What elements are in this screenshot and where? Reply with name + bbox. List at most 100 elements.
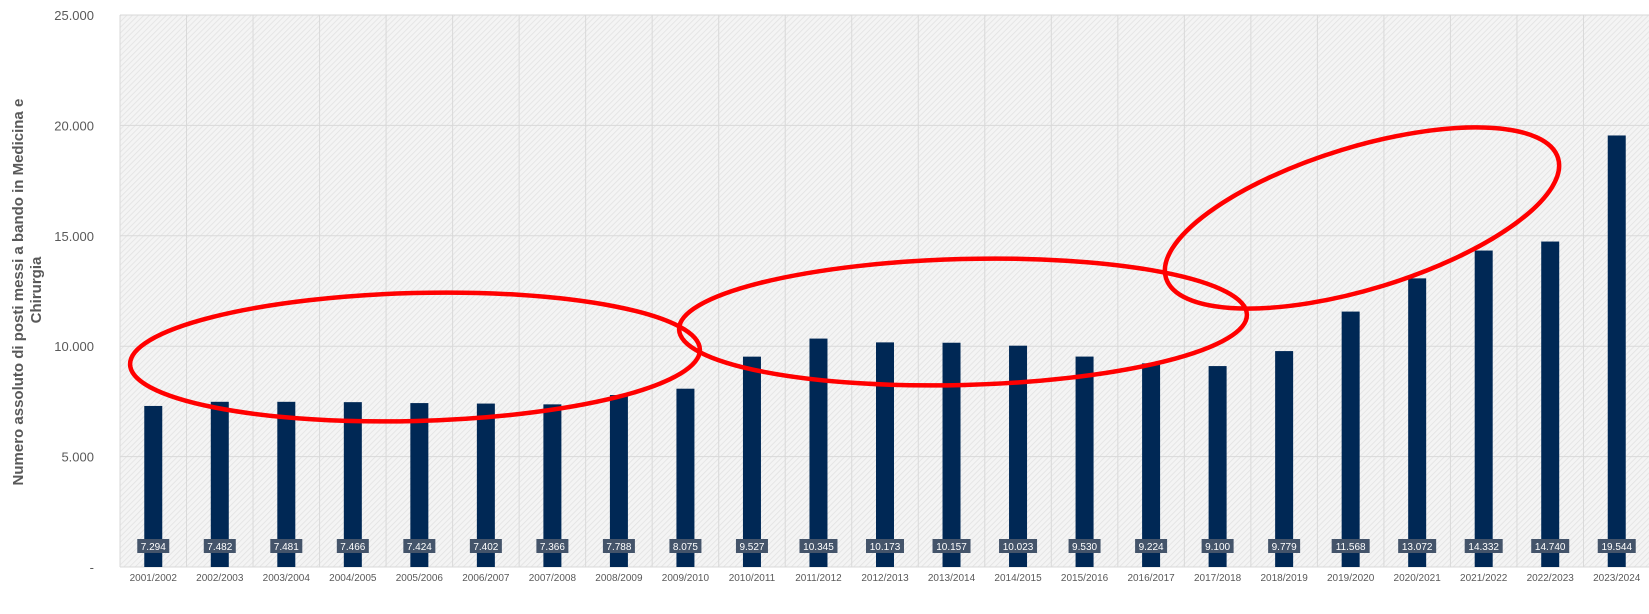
y-tick-label: - [90, 560, 94, 575]
bar [942, 342, 961, 567]
x-tick-label: 2018/2019 [1260, 573, 1308, 584]
bar [410, 403, 429, 567]
annotation-ellipse [1162, 125, 1562, 311]
x-axis: 2001/2002 2002/2003 2003/2004 2004/2005 2005… [130, 573, 1641, 584]
data-label-box [1068, 539, 1101, 553]
y-tick-label: 25.000 [54, 8, 94, 23]
data-label: 7.466 [340, 542, 365, 553]
bar [676, 388, 695, 567]
x-tick-label: 2011/2012 [795, 573, 842, 584]
bar [1341, 311, 1360, 567]
x-tick-label: 2009/2010 [662, 573, 710, 584]
data-label-box [137, 539, 170, 553]
x-tick-label: 2010/2011 [729, 573, 776, 584]
data-label-box [866, 539, 904, 553]
x-tick-label: 2006/2007 [462, 573, 510, 584]
bar [1541, 241, 1560, 567]
x-tick-label: 2008/2009 [595, 573, 643, 584]
y-axis: - 5.000 10.000 15.000 20.000 25.000 [54, 8, 94, 575]
y-tick-label: 5.000 [61, 450, 94, 465]
annotations [127, 125, 1562, 424]
data-label-box [1135, 539, 1168, 553]
x-tick-label: 2007/2008 [529, 573, 577, 584]
bar [876, 342, 894, 567]
data-label-box [536, 539, 569, 553]
x-tick-label: 2023/2024 [1593, 573, 1641, 584]
data-label-box [602, 539, 635, 553]
data-label: 11.568 [1336, 542, 1366, 553]
data-label: 9.779 [1272, 542, 1297, 553]
y-tick-label: 10.000 [54, 339, 94, 354]
bar [1607, 135, 1626, 567]
data-label: 13.072 [1402, 542, 1433, 553]
bar [609, 395, 628, 567]
x-tick-label: 2017/2018 [1194, 573, 1242, 584]
x-tick-label: 2022/2023 [1527, 573, 1575, 584]
data-label: 7.366 [540, 542, 565, 553]
data-label: 10.173 [870, 542, 901, 553]
data-label: 7.481 [274, 542, 299, 553]
x-tick-label: 2014/2015 [994, 573, 1042, 584]
data-label-box [336, 539, 369, 553]
x-tick-label: 2021/2022 [1460, 573, 1508, 584]
data-label: 14.332 [1468, 542, 1499, 553]
data-label-box [735, 539, 768, 553]
x-tick-label: 2015/2016 [1061, 573, 1109, 584]
y-axis-title: Numero assoluto di posti messi a bando i… [10, 95, 45, 486]
y-axis-title-line-1: Numero assoluto di posti messi a bando i… [10, 99, 27, 486]
data-label: 8.075 [673, 542, 698, 553]
data-label-box [932, 539, 971, 553]
data-label-box [1331, 539, 1370, 553]
data-label: 14.740 [1535, 542, 1566, 553]
data-label-box [1464, 539, 1503, 553]
data-label: 9.527 [739, 542, 764, 553]
data-label-box [999, 539, 1038, 553]
data-label: 9.530 [1072, 542, 1097, 553]
data-label-box [799, 539, 838, 553]
x-tick-label: 2003/2004 [263, 573, 311, 584]
data-label: 10.023 [1003, 542, 1034, 553]
data-label-box [1201, 539, 1234, 553]
data-label-box [203, 539, 236, 553]
bar [1208, 366, 1227, 567]
data-label-box [669, 539, 702, 553]
data-labels: 7.294 7.482 7.481 7.466 7.424 7.402 7.366 7.788… [137, 539, 1636, 553]
x-tick-label: 2004/2005 [329, 573, 377, 584]
y-tick-label: 15.000 [54, 229, 94, 244]
data-label: 19.544 [1601, 542, 1632, 553]
x-tick-label: 2016/2017 [1127, 573, 1175, 584]
bar [476, 403, 495, 567]
data-label: 7.402 [473, 542, 498, 553]
bar [277, 401, 296, 567]
bar [1075, 356, 1094, 567]
data-label: 7.788 [606, 542, 631, 553]
y-axis-title-line-2: Chirurgia [28, 256, 45, 323]
bar [144, 405, 163, 567]
data-label-box [1398, 539, 1437, 553]
data-label: 7.424 [407, 542, 432, 553]
x-tick-label: 2005/2006 [396, 573, 444, 584]
x-tick-label: 2001/2002 [130, 573, 178, 584]
bar [1142, 363, 1161, 567]
data-label: 7.294 [141, 542, 166, 553]
x-tick-label: 2002/2003 [196, 573, 244, 584]
y-tick-label: 20.000 [54, 118, 94, 133]
data-label-box [1268, 539, 1301, 553]
bar [742, 356, 761, 567]
annotation-ellipse [127, 290, 703, 424]
bar [1474, 250, 1493, 567]
data-label: 9.224 [1139, 542, 1164, 553]
data-label-box [469, 539, 502, 553]
bar [543, 404, 562, 567]
bar [210, 401, 229, 567]
data-label-box [270, 539, 303, 553]
data-label-box [403, 539, 436, 553]
x-tick-label: 2013/2014 [928, 573, 976, 584]
data-label: 10.345 [803, 542, 834, 553]
bar [1009, 345, 1028, 567]
bar [1275, 351, 1294, 567]
x-tick-label: 2020/2021 [1394, 573, 1442, 584]
x-tick-label: 2012/2013 [861, 573, 909, 584]
bar [1408, 278, 1427, 567]
